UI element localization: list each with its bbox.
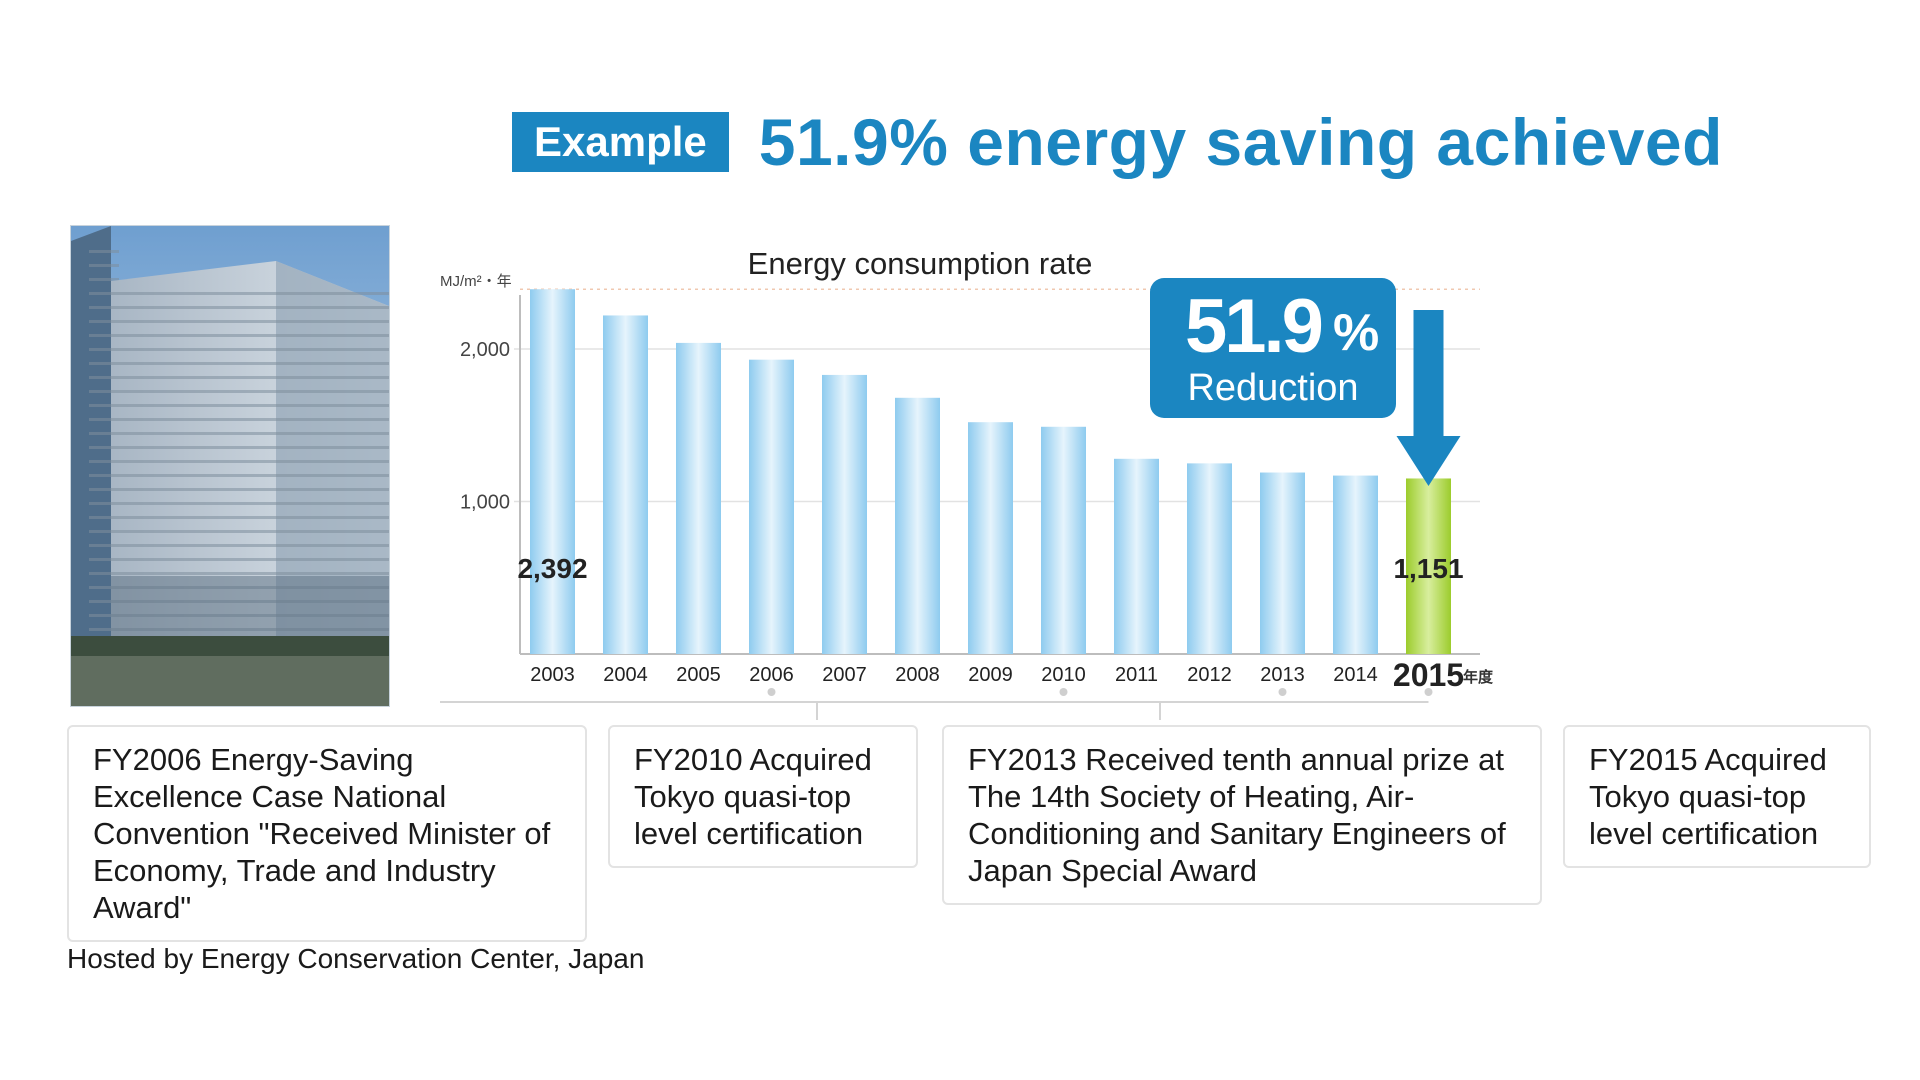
reduction-callout [1150, 278, 1396, 418]
connector-dot [1059, 688, 1068, 696]
x-tick-label: 2010 [1041, 664, 1086, 686]
award-text: FY2010 Acquired Tokyo quasi-top level ce… [634, 742, 872, 851]
x-tick-label: 2004 [603, 664, 648, 686]
x-tick-label: 2008 [895, 664, 940, 686]
x-tick-label: 2006 [749, 664, 794, 686]
data-label-first: 2,392 [517, 553, 587, 584]
footnote: Hosted by Energy Conservation Center, Ja… [67, 943, 645, 974]
x-tick-label: 2013 [1260, 664, 1305, 686]
chart-title: Energy consumption rate [748, 246, 1093, 281]
award-text: FY2006 Energy-Saving Excellence Case Nat… [93, 742, 551, 925]
reduction-text: Reduction [1187, 367, 1358, 409]
bar-2014 [1333, 475, 1378, 654]
x-tick-label: 2012 [1187, 664, 1232, 686]
chart-canvas: Energy consumption rate MJ/m²・年 1,000 2,000… [440, 246, 1494, 720]
x-tick-label: 2015 [1393, 657, 1464, 693]
x-tick-label: 2014 [1333, 664, 1378, 686]
award-text: FY2015 Acquired Tokyo quasi-top level ce… [1589, 742, 1827, 851]
x-tick-label: 2011 [1115, 664, 1158, 686]
award-box-fy2010: FY2010 Acquired Tokyo quasi-top level ce… [608, 725, 918, 868]
bar-2007 [822, 374, 867, 654]
x-tick-label: 2009 [968, 664, 1013, 686]
reduction-value: 51.9 [1185, 284, 1322, 369]
down-arrow-shaft [1413, 310, 1444, 440]
x-tick-label: 2007 [822, 664, 867, 686]
building-illustration [71, 226, 389, 706]
energy-chart: Energy consumption rate MJ/m²・年 1,000 2,000… [440, 240, 1580, 720]
reduction-unit: % [1333, 304, 1379, 362]
connector-dot [1424, 688, 1433, 696]
award-box-fy2015: FY2015 Acquired Tokyo quasi-top level ce… [1563, 725, 1871, 868]
bar-2006 [749, 359, 794, 654]
x-tick-label: 2005 [676, 664, 721, 686]
bar-2008 [895, 397, 940, 654]
bar-2005 [676, 342, 721, 654]
bar-2012 [1187, 463, 1232, 654]
bar-2011 [1114, 458, 1159, 654]
award-box-fy2006: FY2006 Energy-Saving Excellence Case Nat… [67, 725, 587, 942]
bar-2009 [968, 422, 1013, 654]
connector-dot [1278, 688, 1287, 696]
y-axis-unit: MJ/m²・年 [440, 273, 512, 290]
bar-2013 [1260, 472, 1305, 654]
bar-2015 [1406, 478, 1451, 654]
header: Example 51.9% energy saving achieved [512, 105, 1723, 179]
award-text: FY2013 Received tenth annual prize at Th… [968, 742, 1506, 888]
data-label-last: 1,151 [1393, 553, 1463, 584]
award-box-fy2013: FY2013 Received tenth annual prize at Th… [942, 725, 1542, 905]
building-photo [70, 225, 390, 707]
x-tick-label: 2003 [530, 664, 575, 686]
bar-2010 [1041, 426, 1086, 654]
down-arrow-head [1396, 436, 1461, 486]
bar-2003 [530, 289, 575, 654]
connector-dot [767, 688, 776, 696]
x-axis-unit: 年度 [1463, 668, 1494, 686]
bar-2004 [603, 315, 648, 654]
headline: 51.9% energy saving achieved [758, 105, 1723, 179]
y-tick-label: 1,000 [460, 492, 510, 514]
example-tag: Example [512, 112, 729, 172]
y-tick-label: 2,000 [460, 339, 510, 361]
